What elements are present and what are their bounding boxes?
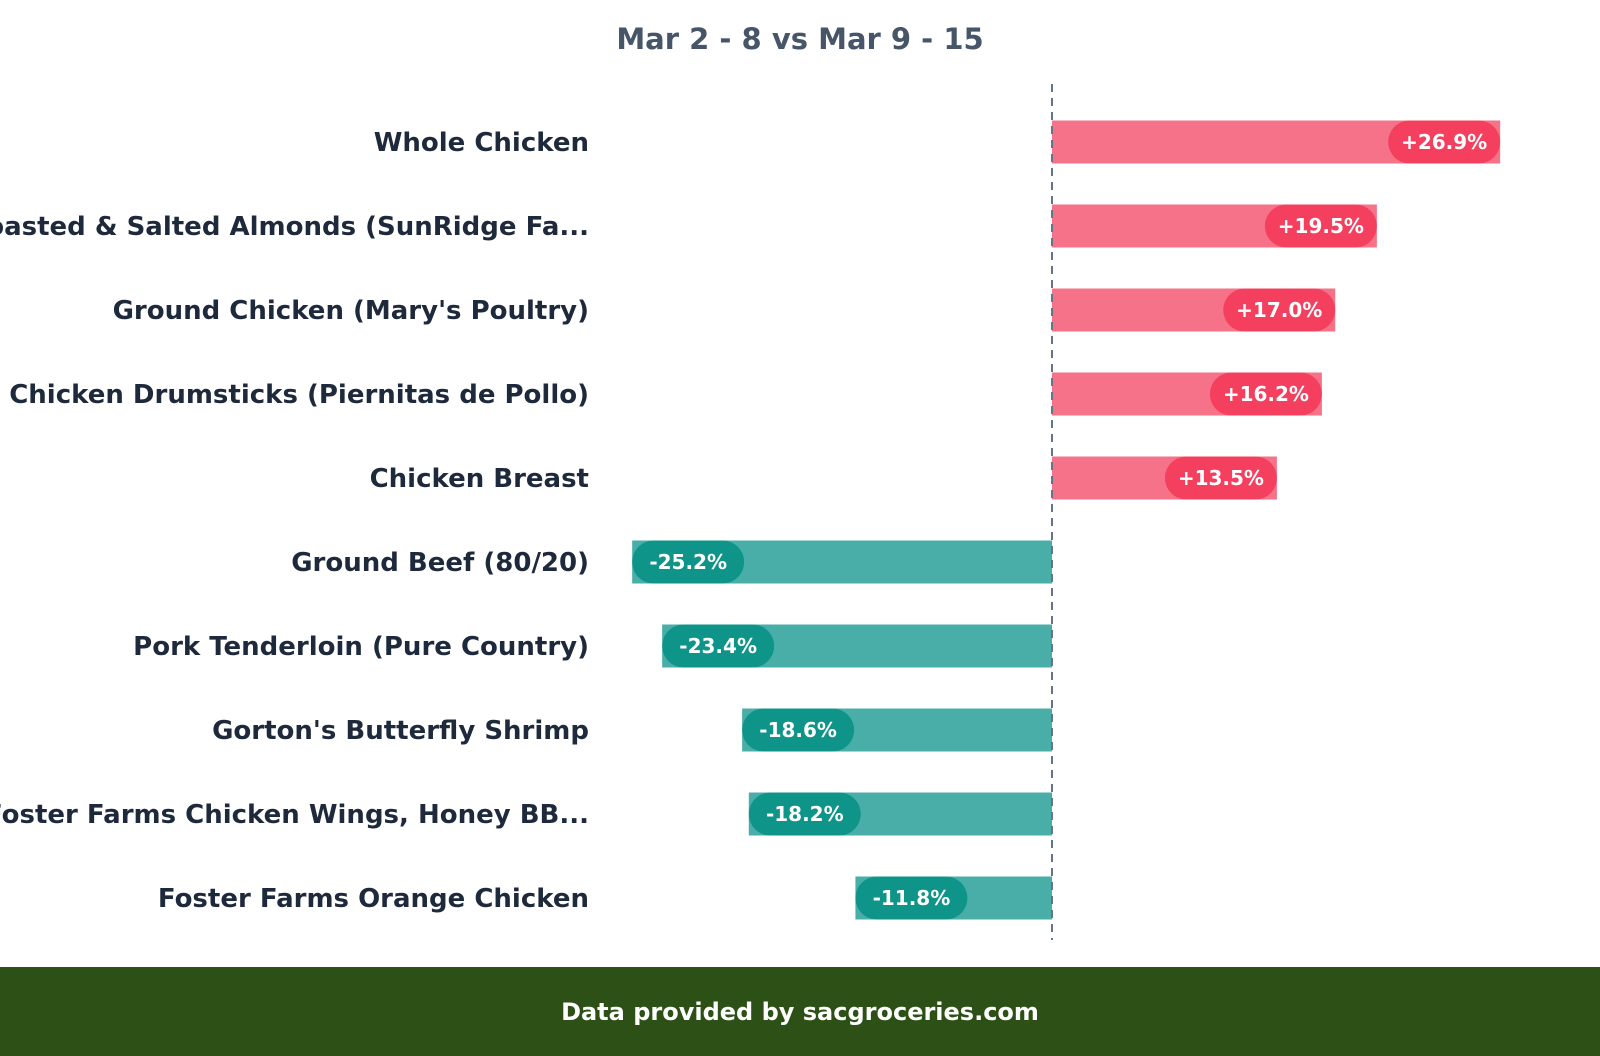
value-pill	[1264, 204, 1377, 248]
value-pill	[855, 876, 968, 920]
data-label: +17.0%	[1236, 298, 1322, 322]
value-pill	[1223, 288, 1336, 332]
chart-title: Mar 2 - 8 vs Mar 9 - 15	[616, 22, 984, 56]
data-label: +26.9%	[1401, 130, 1487, 154]
value-pill	[748, 792, 861, 836]
category-label: Gorton's Butterfly Shrimp	[212, 716, 589, 746]
category-label: Ground Beef (80/20)	[291, 548, 589, 578]
data-label: +13.5%	[1178, 466, 1264, 490]
bar-chart: Whole Chicken +26.9% Roasted & Salted Almo…	[0, 84, 1501, 940]
data-label: -23.4%	[679, 634, 757, 658]
value-pill	[632, 540, 745, 584]
data-label: +16.2%	[1223, 382, 1309, 406]
category-label: Whole Chicken	[374, 128, 589, 158]
value-pill	[662, 624, 775, 668]
category-label: Ground Chicken (Mary's Poultry)	[113, 296, 589, 326]
data-label: -18.2%	[766, 802, 844, 826]
value-pill	[1209, 372, 1322, 416]
category-label: Chicken Breast	[370, 464, 589, 494]
category-label: Roasted & Salted Almonds (SunRidge Fa...	[0, 212, 589, 242]
data-label: -18.6%	[759, 718, 837, 742]
category-label: Pork Tenderloin (Pure Country)	[133, 632, 589, 662]
value-pill	[1164, 456, 1277, 500]
data-label: +19.5%	[1278, 214, 1364, 238]
category-label: Chicken Drumsticks (Piernitas de Pollo)	[9, 380, 589, 410]
footer: Data provided by sacgroceries.com	[0, 967, 1600, 1056]
data-label: -11.8%	[873, 886, 951, 910]
footer-text: Data provided by sacgroceries.com	[561, 997, 1039, 1026]
value-pill	[1388, 120, 1501, 164]
data-label: -25.2%	[649, 550, 727, 574]
category-label: Foster Farms Chicken Wings, Honey BB...	[0, 800, 589, 830]
category-label: Foster Farms Orange Chicken	[158, 884, 589, 914]
value-pill	[742, 708, 855, 752]
